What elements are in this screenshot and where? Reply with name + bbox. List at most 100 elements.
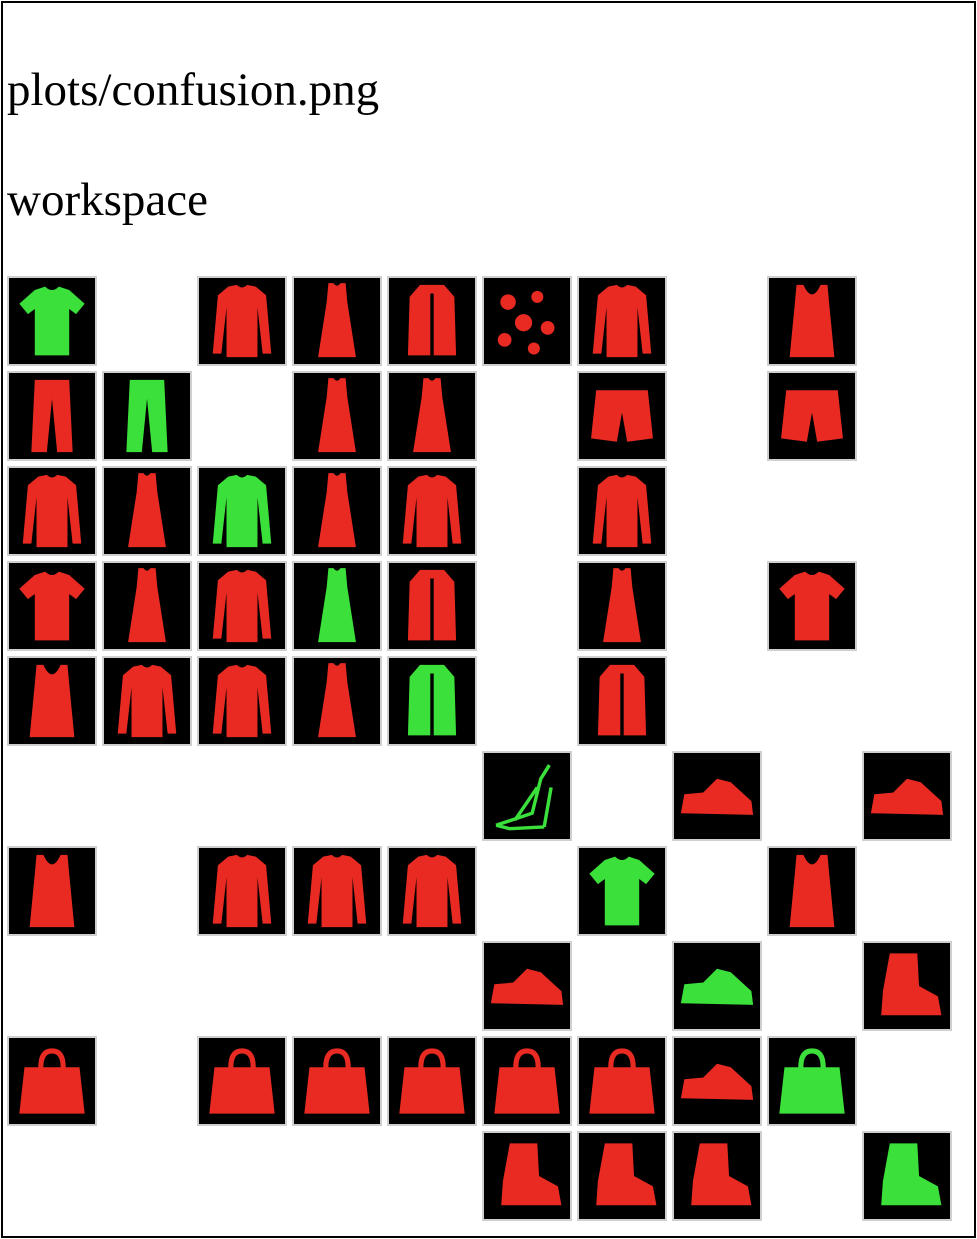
dress-icon	[413, 378, 451, 453]
sample-tile	[387, 371, 477, 461]
longsleeve-icon	[212, 664, 272, 738]
empty-cell	[197, 371, 287, 461]
empty-cell	[482, 466, 572, 556]
sample-tile	[482, 751, 572, 841]
empty-cell	[767, 1131, 857, 1221]
boot-icon	[881, 1143, 942, 1206]
boot-icon	[596, 1143, 657, 1206]
sneaker-icon	[490, 968, 564, 1005]
empty-cell	[672, 276, 762, 366]
longsleeve-icon	[117, 664, 177, 738]
dress-icon	[318, 473, 356, 548]
sample-tile	[577, 656, 667, 746]
empty-cell	[672, 371, 762, 461]
empty-cell	[672, 846, 762, 936]
empty-cell	[672, 656, 762, 746]
empty-cell	[387, 1131, 477, 1221]
sample-tile	[102, 656, 192, 746]
sample-tile	[292, 371, 382, 461]
sample-tile	[482, 1131, 572, 1221]
empty-cell	[482, 561, 572, 651]
longsleeve-icon	[212, 284, 272, 358]
dress-icon	[128, 473, 166, 548]
sample-tile	[102, 466, 192, 556]
sample-tile	[577, 371, 667, 461]
sample-tile	[7, 656, 97, 746]
sneaker-icon	[680, 968, 754, 1005]
sample-tile	[387, 846, 477, 936]
empty-cell	[862, 561, 952, 651]
longsleeve-icon	[212, 854, 272, 928]
empty-cell	[767, 656, 857, 746]
empty-cell	[862, 846, 952, 936]
sample-tile	[862, 751, 952, 841]
sample-tile	[577, 276, 667, 366]
empty-cell	[767, 941, 857, 1031]
coat-icon	[597, 664, 647, 736]
sample-tile	[577, 466, 667, 556]
sample-tile	[577, 1036, 667, 1126]
empty-cell	[862, 371, 952, 461]
sample-tile	[672, 751, 762, 841]
longsleeve-icon	[212, 474, 272, 548]
empty-cell	[102, 1131, 192, 1221]
empty-cell	[672, 561, 762, 651]
sample-tile	[482, 276, 572, 366]
sample-tile	[7, 466, 97, 556]
empty-cell	[7, 751, 97, 841]
dress-icon	[128, 568, 166, 643]
tshirt-icon	[19, 571, 85, 641]
sample-tile	[197, 561, 287, 651]
sample-tile	[862, 1131, 952, 1221]
empty-cell	[387, 941, 477, 1031]
bag-icon	[304, 1048, 370, 1114]
sample-tile	[197, 656, 287, 746]
scatter-icon	[497, 290, 555, 355]
bag-icon	[779, 1048, 845, 1114]
bag-icon	[209, 1048, 275, 1114]
sample-tile	[197, 1036, 287, 1126]
bag-icon	[494, 1048, 560, 1114]
longsleeve-icon	[402, 854, 462, 928]
sample-tile	[292, 276, 382, 366]
shorts-icon	[781, 390, 843, 442]
longsleeve-icon	[402, 474, 462, 548]
sneaker-icon	[870, 778, 944, 815]
tank-icon	[29, 854, 75, 928]
empty-cell	[7, 1131, 97, 1221]
longsleeve-icon	[212, 569, 272, 643]
empty-cell	[482, 846, 572, 936]
sample-tile	[482, 1036, 572, 1126]
empty-cell	[482, 656, 572, 746]
empty-cell	[482, 371, 572, 461]
tank-icon	[789, 284, 835, 358]
bag-icon	[19, 1048, 85, 1114]
sample-tile	[197, 846, 287, 936]
empty-cell	[577, 751, 667, 841]
boot-icon	[881, 953, 942, 1016]
empty-cell	[102, 941, 192, 1031]
empty-cell	[577, 941, 667, 1031]
sample-tile	[292, 466, 382, 556]
tshirt-icon	[779, 571, 845, 641]
sample-tile	[482, 941, 572, 1031]
workspace-heading: workspace	[7, 174, 208, 226]
empty-cell	[862, 466, 952, 556]
sample-tile	[7, 846, 97, 936]
sample-tile	[102, 561, 192, 651]
longsleeve-icon	[22, 474, 82, 548]
empty-cell	[292, 1131, 382, 1221]
sample-tile	[7, 561, 97, 651]
empty-cell	[292, 751, 382, 841]
sample-tile	[292, 656, 382, 746]
sample-tile	[767, 371, 857, 461]
empty-cell	[387, 751, 477, 841]
sandal-icon	[495, 764, 553, 831]
sample-tile	[672, 941, 762, 1031]
tshirt-icon	[589, 856, 655, 926]
sample-tile	[577, 1131, 667, 1221]
sample-tile	[672, 1036, 762, 1126]
longsleeve-icon	[307, 854, 367, 928]
sample-tile	[767, 561, 857, 651]
